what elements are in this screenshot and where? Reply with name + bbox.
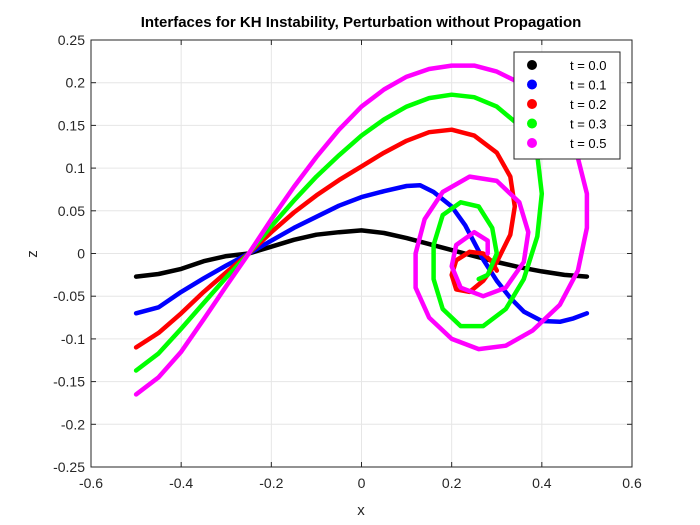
x-tick-label: -0.6 xyxy=(79,475,103,491)
y-tick-label: -0.2 xyxy=(61,416,85,432)
x-tick-label: -0.2 xyxy=(259,475,283,491)
x-tick-label: 0 xyxy=(358,475,366,491)
y-tick-label: 0.2 xyxy=(66,75,86,91)
x-tick-label: -0.4 xyxy=(169,475,193,491)
x-tick-label: 0.6 xyxy=(622,475,642,491)
legend-marker xyxy=(527,138,537,148)
y-tick-label: 0.25 xyxy=(58,32,85,48)
legend-label: t = 0.0 xyxy=(570,58,607,73)
legend-label: t = 0.1 xyxy=(570,78,607,93)
legend-label: t = 0.2 xyxy=(570,97,607,112)
grid xyxy=(91,40,632,467)
x-tick-label: 0.4 xyxy=(532,475,552,491)
x-tick-label: 0.2 xyxy=(442,475,462,491)
legend-label: t = 0.3 xyxy=(570,117,607,132)
ticks: -0.6 -0.4 -0.2 0 0.2 0.4 0.6 0.25 0.2 0.15 0.1 0.05… xyxy=(53,32,642,491)
legend-label: t = 0.5 xyxy=(570,136,607,151)
y-tick-label: 0.05 xyxy=(58,203,85,219)
y-tick-label: -0.25 xyxy=(53,459,85,475)
y-tick-label: 0 xyxy=(77,246,85,262)
legend-marker xyxy=(527,99,537,109)
legend-marker xyxy=(527,118,537,129)
legend-marker xyxy=(527,60,537,70)
x-axis-label: x xyxy=(357,502,365,519)
chart-title: Interfaces for KH Instability, Perturbat… xyxy=(141,14,582,31)
y-tick-label: 0.15 xyxy=(58,117,85,133)
series-line-1 xyxy=(133,182,590,325)
y-tick-label: -0.15 xyxy=(53,374,85,390)
legend: t = 0.0 t = 0.1 t = 0.2 t = 0.3 t = 0.5 xyxy=(513,51,621,160)
legend-marker xyxy=(527,79,537,90)
y-tick-label: -0.1 xyxy=(61,331,85,347)
series-line-0 xyxy=(133,228,590,279)
y-tick-label: -0.05 xyxy=(53,288,85,304)
y-tick-label: 0.1 xyxy=(66,160,86,176)
series-line-4 xyxy=(133,63,590,397)
y-axis-label: z xyxy=(24,250,41,258)
